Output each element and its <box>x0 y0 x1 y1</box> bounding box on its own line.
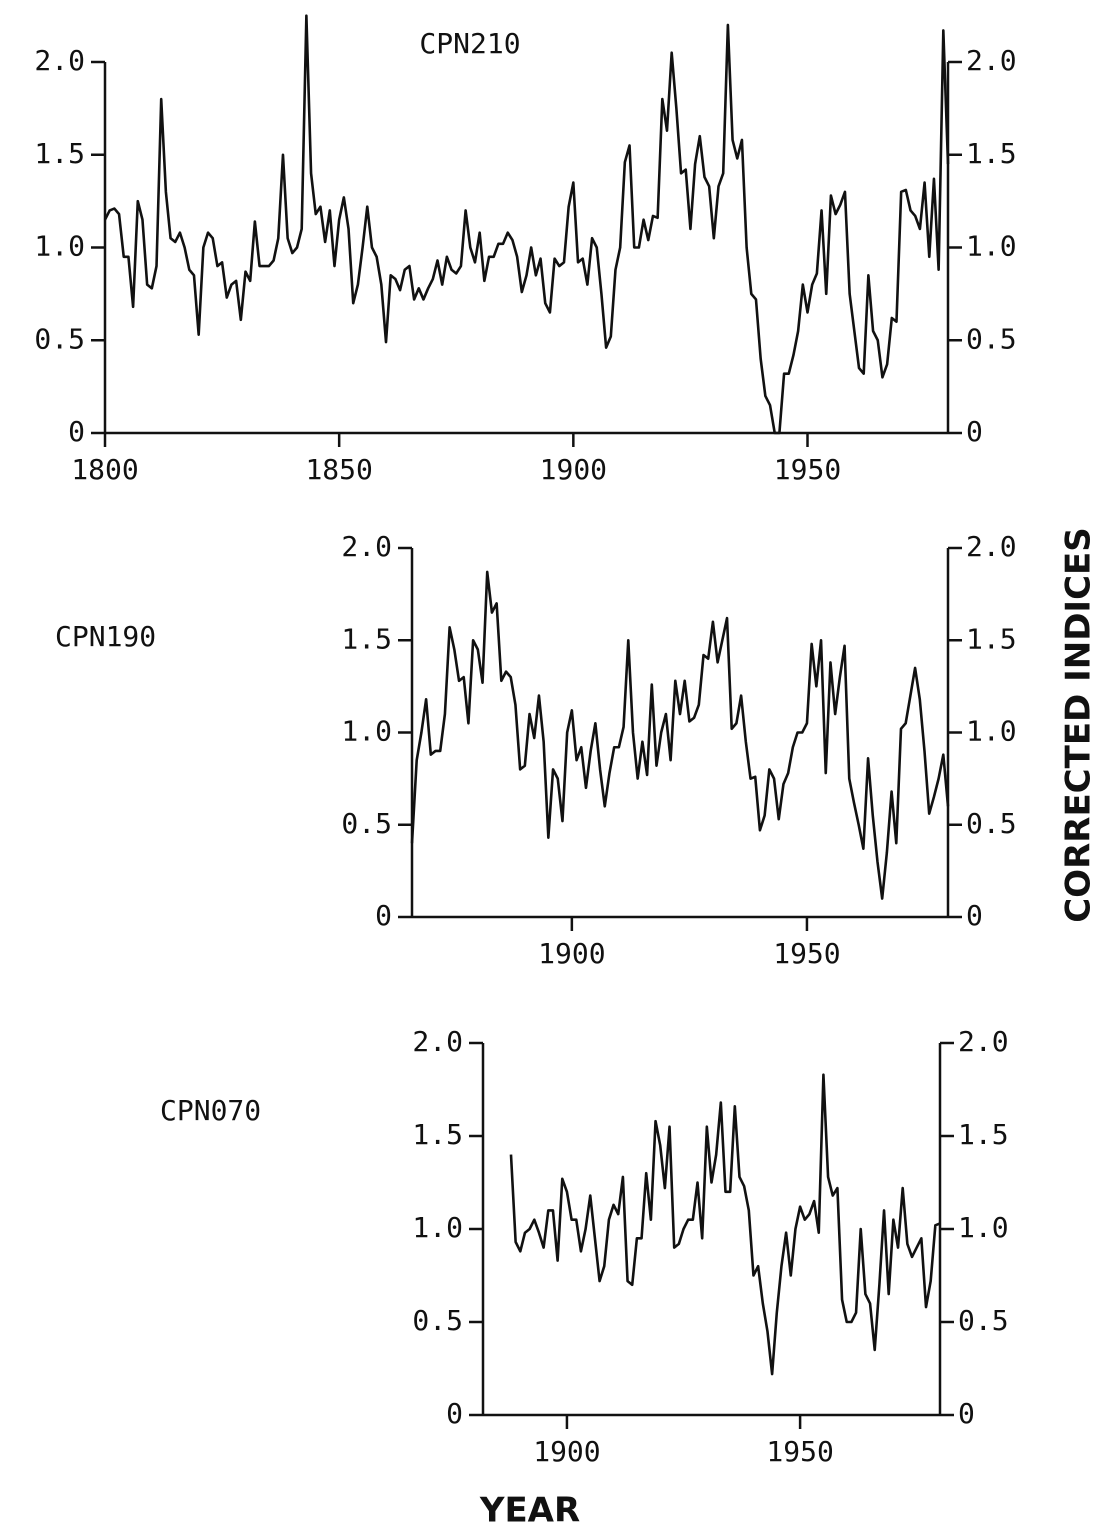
y-tick-label: 1.0 <box>341 715 392 748</box>
x-axis-label: YEAR <box>479 1491 580 1531</box>
y-tick-label: 2.0 <box>958 1025 1009 1058</box>
y-tick-label: 1.0 <box>958 1211 1009 1244</box>
x-tick-label: 1900 <box>533 1435 600 1468</box>
y-tick-label: 1.5 <box>34 137 85 170</box>
y-tick-label: 0.5 <box>966 322 1017 355</box>
y-tick-label: 0.5 <box>34 322 85 355</box>
y-tick-label: 2.0 <box>412 1025 463 1058</box>
y-tick-label: 0 <box>446 1397 463 1430</box>
chart-title: CPN190 <box>55 620 156 653</box>
y-tick-label: 1.5 <box>341 622 392 655</box>
x-tick-label: 1950 <box>773 937 840 970</box>
y-tick-label: 0 <box>966 899 983 932</box>
y-axis-label: CORRECTED INDICES <box>1059 527 1099 923</box>
x-tick-label: 1800 <box>71 453 138 486</box>
x-tick-label: 1950 <box>766 1435 833 1468</box>
y-tick-label: 0.5 <box>341 807 392 840</box>
y-tick-label: 0.5 <box>958 1304 1009 1337</box>
y-tick-label: 0 <box>966 415 983 448</box>
y-tick-label: 1.0 <box>412 1211 463 1244</box>
data-line <box>509 1073 941 1376</box>
y-tick-label: 2.0 <box>34 44 85 77</box>
x-tick-label: 1900 <box>538 937 605 970</box>
y-tick-label: 1.5 <box>958 1118 1009 1151</box>
x-tick-label: 1950 <box>774 453 841 486</box>
y-tick-label: 1.0 <box>966 230 1017 263</box>
y-tick-label: 0 <box>958 1397 975 1430</box>
y-tick-label: 1.5 <box>412 1118 463 1151</box>
y-tick-label: 1.5 <box>966 622 1017 655</box>
y-tick-label: 2.0 <box>966 44 1017 77</box>
chart-title: CPN210 <box>419 27 520 60</box>
y-tick-label: 0.5 <box>966 807 1017 840</box>
data-line <box>410 570 950 900</box>
y-tick-label: 1.5 <box>966 137 1017 170</box>
y-tick-label: 0 <box>68 415 85 448</box>
y-tick-label: 0.5 <box>412 1304 463 1337</box>
y-tick-label: 2.0 <box>341 530 392 563</box>
x-tick-label: 1850 <box>305 453 372 486</box>
y-tick-label: 1.0 <box>966 715 1017 748</box>
y-tick-label: 0 <box>375 899 392 932</box>
y-tick-label: 2.0 <box>966 530 1017 563</box>
data-line <box>103 14 950 435</box>
x-tick-label: 1900 <box>540 453 607 486</box>
y-tick-label: 1.0 <box>34 230 85 263</box>
chart-title: CPN070 <box>160 1094 261 1127</box>
